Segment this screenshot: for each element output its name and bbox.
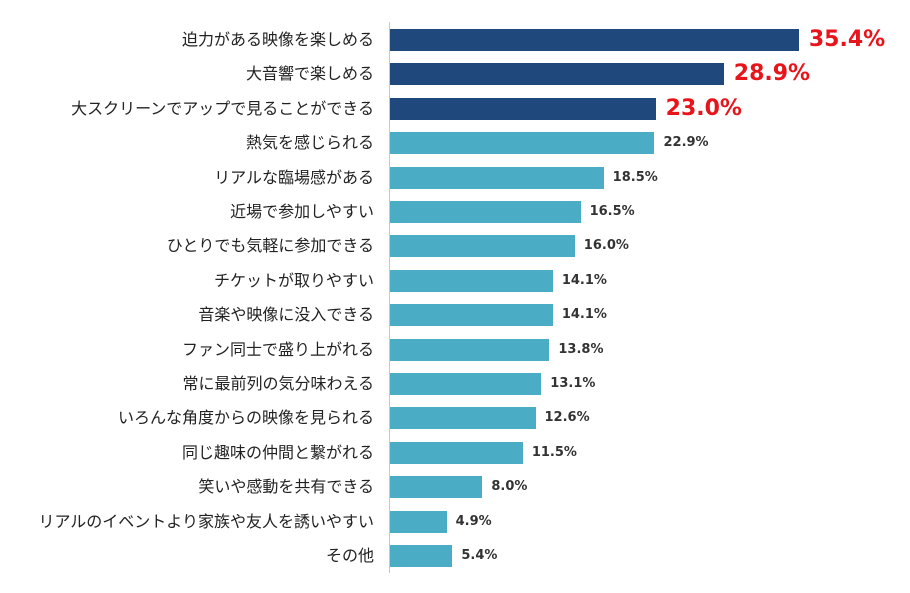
value-label: 22.9% [663, 135, 709, 151]
bar [390, 476, 483, 499]
value-label: 14.1% [561, 307, 607, 323]
category-label: 音楽や映像に没入できる [198, 305, 374, 325]
bar [390, 304, 553, 327]
bar [390, 510, 447, 533]
value-label: 28.9% [733, 61, 811, 87]
value-label: 16.0% [583, 238, 629, 254]
bar [390, 338, 550, 361]
category-label: ひとりでも気軽に参加できる [166, 236, 374, 256]
category-label: 熱気を感じられる [245, 133, 374, 153]
value-label: 18.5% [612, 169, 658, 185]
value-label: 13.1% [550, 376, 596, 391]
value-label: 35.4% [808, 27, 886, 52]
category-label: リアルのイベントより家族や友人を誘いやすい [38, 511, 374, 531]
category-label: その他 [325, 546, 374, 565]
category-label: 大スクリーンでアップで見ることができる [71, 98, 374, 118]
category-label: 笑いや感動を共有できる [198, 477, 374, 497]
bar [390, 63, 724, 86]
category-label: 近場で参加しやすい [230, 202, 374, 221]
bar [390, 441, 523, 464]
bar [390, 235, 575, 258]
value-label: 4.9% [455, 513, 492, 529]
value-label: 14.1% [561, 272, 607, 288]
value-label: 12.6% [544, 410, 590, 426]
bar [390, 545, 453, 567]
category-label: ファン同士で盛り上がれる [181, 339, 374, 359]
bar [390, 407, 536, 430]
category-label: 常に最前列の気分味わえる [182, 374, 374, 393]
bar [390, 97, 656, 120]
category-label: チケットが取りやすい [213, 270, 374, 290]
value-label: 23.0% [665, 95, 742, 121]
category-axis-line [389, 22, 390, 573]
category-label: 迫力がある映像を楽しめる [181, 30, 374, 49]
bar [390, 132, 655, 155]
bar [390, 201, 581, 223]
category-label: 同じ趣味の仲間と繋がれる [181, 442, 374, 462]
category-label: 大音響で楽しめる [245, 64, 374, 84]
value-label: 8.0% [491, 479, 528, 495]
value-label: 16.5% [589, 204, 635, 219]
bar [390, 373, 542, 395]
value-label: 11.5% [531, 444, 577, 460]
category-label: いろんな角度からの映像を見られる [117, 408, 374, 428]
bar [390, 166, 604, 189]
value-label: 13.8% [558, 341, 604, 357]
bar [390, 29, 799, 51]
bar [390, 269, 553, 292]
category-label: リアルな臨場感がある [214, 167, 374, 187]
value-label: 5.4% [461, 548, 498, 563]
